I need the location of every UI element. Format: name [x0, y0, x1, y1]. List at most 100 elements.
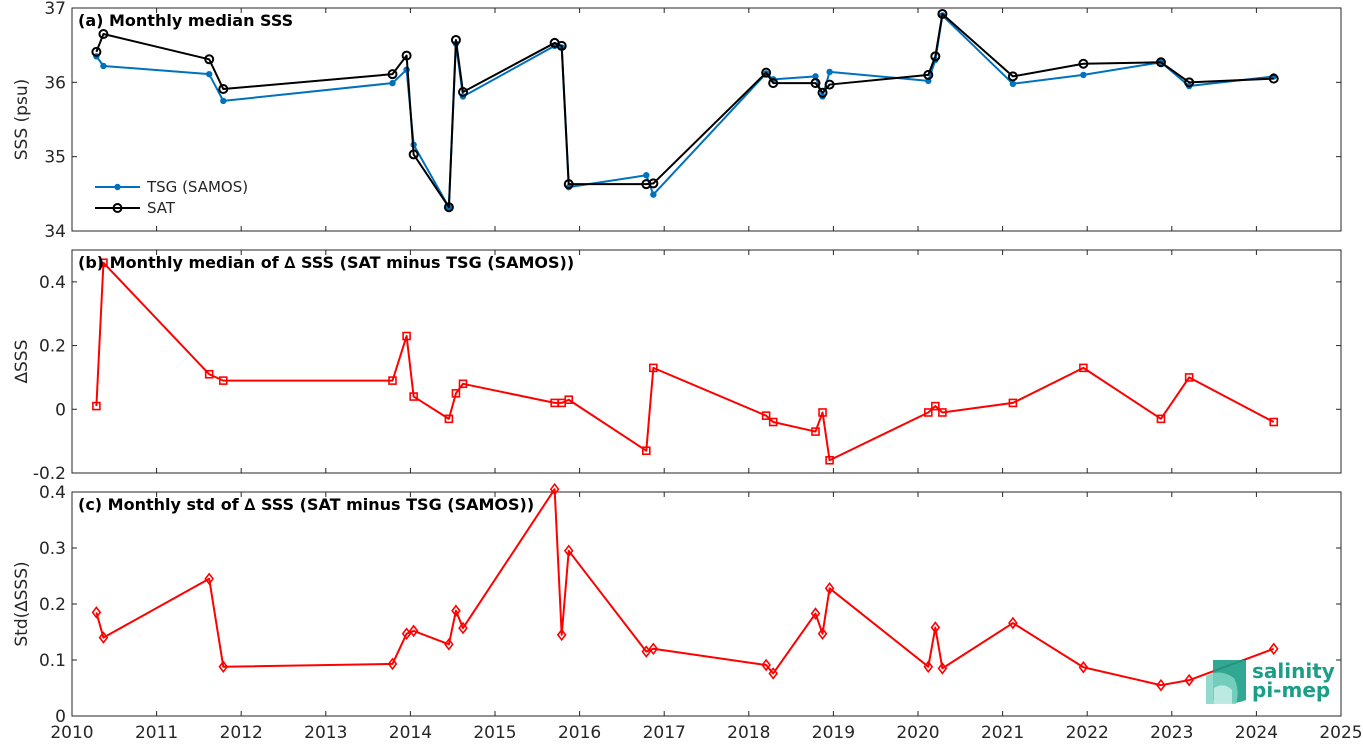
data-point — [218, 84, 229, 95]
data-point — [91, 606, 102, 619]
data-point — [761, 67, 772, 78]
data-point — [648, 178, 659, 189]
data-point — [923, 408, 933, 417]
data-point — [817, 87, 828, 98]
x-tick-label: 2020 — [896, 723, 939, 743]
data-point — [556, 628, 567, 642]
y-tick-label: 0.3 — [39, 539, 66, 559]
legend: TSG (SAMOS) SAT — [95, 178, 248, 217]
panel-c: 0 0.1 0.2 0.3 0.4 Std(∆SSS) 2010 2011 2012 2013 20… — [12, 482, 1363, 743]
data-point — [824, 79, 835, 90]
series-line — [95, 261, 1275, 462]
x-tick-label: 2013 — [304, 723, 347, 743]
data-point — [402, 331, 411, 341]
x-tick-label: 2022 — [1066, 723, 1109, 743]
data-point — [810, 78, 821, 89]
data-point — [389, 79, 396, 87]
series-panel-b-line — [92, 258, 1279, 465]
data-point — [443, 202, 454, 213]
data-point — [451, 604, 461, 618]
data-point — [1008, 616, 1018, 630]
y-tick-label: 35 — [44, 148, 66, 168]
data-point — [930, 621, 941, 634]
data-point — [98, 29, 109, 40]
data-point — [549, 482, 560, 496]
data-point — [1184, 77, 1195, 88]
legend-label: TSG (SAMOS) — [146, 178, 248, 196]
data-point — [1156, 678, 1166, 692]
x-tick-label: 2014 — [389, 723, 432, 743]
data-point — [444, 414, 454, 424]
data-point — [451, 389, 461, 398]
data-point — [768, 667, 778, 680]
x-tick-label: 2015 — [473, 723, 516, 743]
data-point — [1079, 363, 1088, 373]
data-point — [1268, 73, 1279, 84]
data-point — [650, 191, 657, 198]
data-point — [825, 455, 834, 465]
data-point — [817, 627, 828, 641]
data-point — [457, 86, 468, 97]
data-point — [810, 607, 821, 620]
data-point — [768, 417, 778, 427]
panel-a: 34 35 36 37 SSS (psu) (a) Monthly median SSS T… — [12, 0, 1342, 242]
data-point — [1184, 373, 1194, 382]
y-tick-label: 0.4 — [39, 273, 66, 293]
data-point — [1078, 660, 1089, 674]
data-point — [458, 621, 468, 635]
data-point — [556, 40, 567, 51]
data-point — [458, 379, 468, 389]
x-tick-label: 2019 — [812, 723, 855, 743]
data-point — [1008, 398, 1018, 408]
data-point — [563, 544, 574, 558]
data-point — [643, 172, 650, 179]
series-sat — [91, 8, 1279, 213]
data-point — [818, 408, 827, 417]
data-point — [761, 658, 771, 672]
data-point — [388, 376, 397, 385]
y-tick-label: -0.2 — [33, 464, 66, 484]
data-point — [218, 376, 228, 385]
panel-title: (a) Monthly median SSS — [78, 11, 293, 30]
data-point — [1156, 414, 1166, 424]
data-point — [563, 179, 574, 190]
data-point — [649, 363, 658, 373]
data-point — [205, 70, 213, 78]
data-point — [1268, 642, 1279, 656]
data-point — [204, 54, 215, 65]
data-point — [641, 645, 652, 658]
data-point — [923, 660, 934, 674]
x-tick-label: 2018 — [727, 723, 770, 743]
data-point — [1269, 417, 1279, 427]
data-point — [937, 662, 948, 675]
data-point — [450, 34, 461, 45]
data-point — [826, 68, 833, 76]
data-point — [930, 51, 941, 62]
y-tick-label: 0.2 — [39, 337, 66, 357]
data-point — [641, 446, 651, 456]
y-axis-label: ∆SSS — [12, 340, 32, 385]
data-point — [761, 411, 771, 420]
y-axis-label: SSS (psu) — [12, 79, 32, 160]
y-tick-label: 0 — [55, 400, 66, 420]
data-point — [938, 408, 947, 417]
data-point — [1080, 71, 1087, 79]
data-point — [92, 401, 101, 411]
x-tick-label: 2023 — [1150, 723, 1193, 743]
data-point — [401, 50, 412, 61]
data-point — [100, 62, 107, 70]
data-point — [99, 258, 108, 268]
x-tick-label: 2016 — [558, 723, 601, 743]
y-tick-label: 0.1 — [39, 651, 66, 671]
data-point — [220, 97, 227, 105]
data-point — [204, 572, 214, 586]
logo-text-line2: pi-mep — [1252, 678, 1330, 702]
data-point — [564, 395, 574, 405]
legend-label: SAT — [147, 199, 176, 217]
data-point — [824, 581, 835, 595]
data-point — [218, 660, 229, 674]
x-tick-label: 2021 — [981, 723, 1024, 743]
